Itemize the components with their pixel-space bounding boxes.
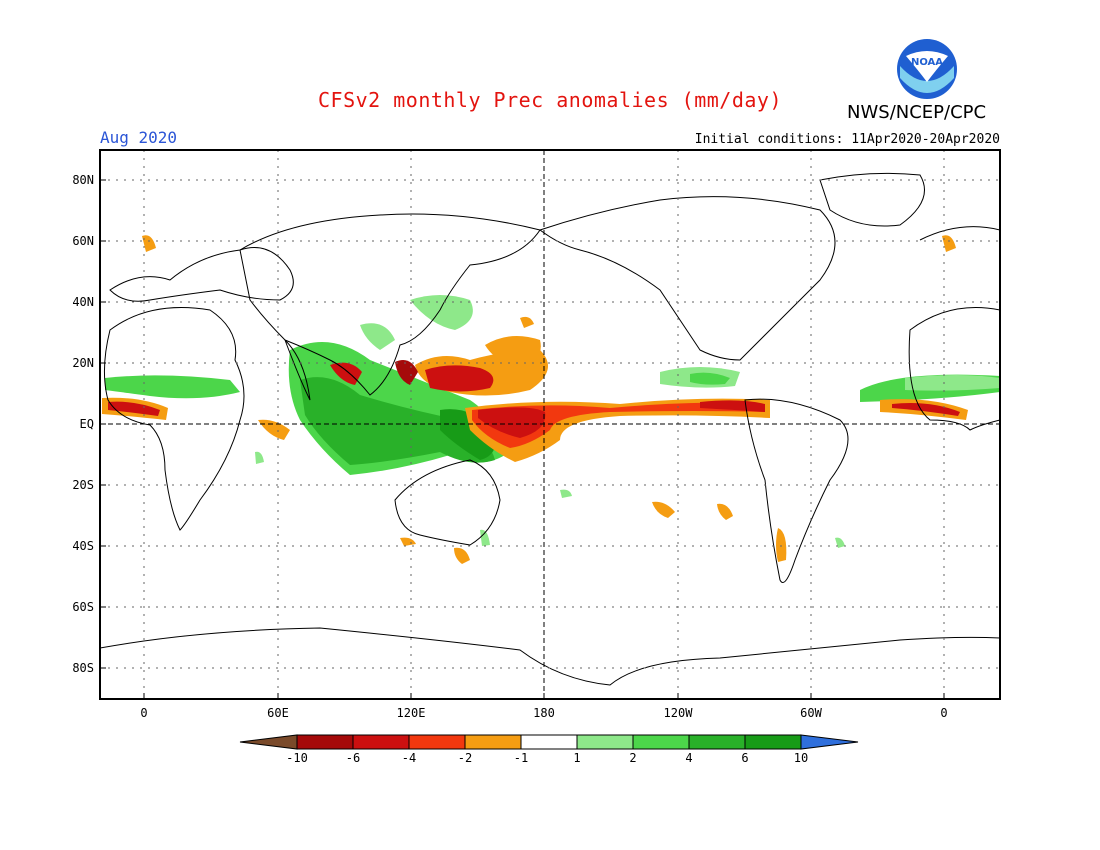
colorbar-label: 1 bbox=[573, 751, 580, 765]
logo-text: NOAA bbox=[911, 57, 943, 68]
grid-lines bbox=[100, 150, 1000, 699]
lon-label: 120E bbox=[397, 706, 426, 720]
anomaly-shading bbox=[102, 235, 1000, 564]
colorbar-label: -2 bbox=[458, 751, 472, 765]
lon-label: 120W bbox=[664, 706, 694, 720]
lat-label: 60S bbox=[72, 600, 94, 614]
colorbar-segment bbox=[520, 734, 578, 750]
colorbar-label: -4 bbox=[402, 751, 416, 765]
organization-label: NWS/NCEP/CPC bbox=[847, 102, 987, 123]
colorbar-segment bbox=[464, 734, 522, 750]
lat-label: 40S bbox=[72, 539, 94, 553]
colorbar-label: 10 bbox=[794, 751, 808, 765]
reference-lines bbox=[100, 150, 1000, 699]
lat-label: EQ bbox=[80, 417, 94, 431]
latitude-labels: 80N 60N 40N 20N EQ 20S 40S 60S 80S bbox=[72, 173, 94, 675]
colorbar-label: -10 bbox=[286, 751, 308, 765]
lat-label: 80N bbox=[72, 173, 94, 187]
colorbar-segment bbox=[296, 734, 354, 750]
lat-label: 60N bbox=[72, 234, 94, 248]
colorbar-segment bbox=[632, 734, 690, 750]
colorbar-segment bbox=[408, 734, 466, 750]
colorbar-end-high bbox=[800, 734, 859, 750]
lon-label: 0 bbox=[140, 706, 147, 720]
colorbar-label: -6 bbox=[346, 751, 360, 765]
axis-ticks bbox=[100, 179, 945, 699]
colorbar-label: 4 bbox=[685, 751, 692, 765]
lat-label: 40N bbox=[72, 295, 94, 309]
longitude-labels: 0 60E 120E 180 120W 60W 0 bbox=[140, 706, 947, 720]
colorbar-label: 6 bbox=[741, 751, 748, 765]
color-bar bbox=[239, 734, 859, 750]
lon-label: 60E bbox=[267, 706, 289, 720]
lon-label: 0 bbox=[940, 706, 947, 720]
coastlines bbox=[100, 172, 1000, 686]
colorbar-label: -1 bbox=[514, 751, 528, 765]
colorbar-end-low bbox=[239, 734, 298, 750]
lat-label: 20N bbox=[72, 356, 94, 370]
chart-title: CFSv2 monthly Prec anomalies (mm/day) bbox=[317, 88, 783, 112]
colorbar-labels: -10 -6 -4 -2 -1 1 2 4 6 10 bbox=[286, 751, 808, 765]
colorbar-segment bbox=[744, 734, 802, 750]
lon-label: 180 bbox=[533, 706, 555, 720]
noaa-logo: NOAA bbox=[897, 39, 957, 99]
lat-label: 80S bbox=[72, 661, 94, 675]
initial-conditions: Initial conditions: 11Apr2020-20Apr2020 bbox=[694, 132, 1000, 147]
colorbar-label: 2 bbox=[629, 751, 636, 765]
colorbar-segment bbox=[576, 734, 634, 750]
forecast-month: Aug 2020 bbox=[100, 128, 178, 147]
colorbar-segment bbox=[688, 734, 746, 750]
lat-label: 20S bbox=[72, 478, 94, 492]
lon-label: 60W bbox=[800, 706, 822, 720]
colorbar-segment bbox=[352, 734, 410, 750]
